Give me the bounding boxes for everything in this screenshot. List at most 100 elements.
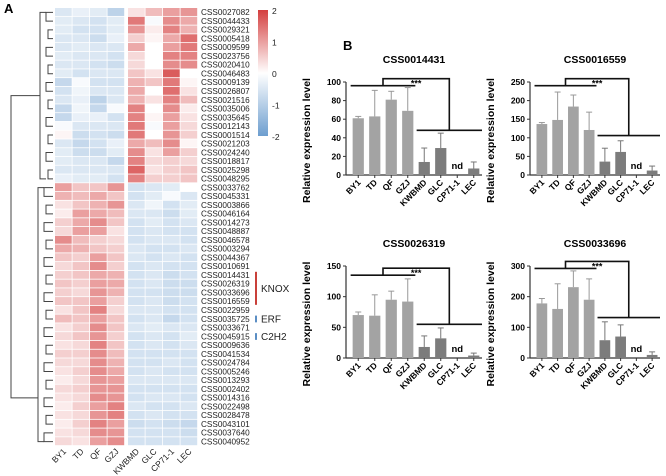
row-label: CSS0044367 <box>201 253 250 262</box>
heatmap-cell <box>55 393 72 402</box>
heatmap-cell <box>128 165 145 174</box>
heatmap-cell <box>107 367 125 376</box>
heatmap-cell <box>145 437 163 446</box>
row-label: CSS0014431 <box>201 271 250 280</box>
heatmap-cell <box>90 279 107 288</box>
heatmap-cell <box>128 340 145 349</box>
dendrogram-branch <box>47 99 53 110</box>
heatmap-cell <box>128 262 145 270</box>
heatmap-cell <box>90 244 107 253</box>
row-label: CSS0028478 <box>201 411 250 420</box>
heatmap-cell <box>90 174 107 183</box>
heatmap-cell <box>145 104 163 113</box>
heatmap-cell <box>163 384 180 393</box>
x-tick-label: BY1 <box>528 177 547 196</box>
not-detected-label: nd <box>631 161 643 172</box>
bar <box>583 299 595 358</box>
heatmap-cell <box>163 86 180 95</box>
heatmap-cell <box>72 121 90 130</box>
heatmap-cell <box>72 148 90 157</box>
heatmap-cell <box>128 51 145 60</box>
heatmap-cell <box>163 200 180 209</box>
heatmap-cell <box>163 34 180 43</box>
bar <box>646 354 658 358</box>
heatmap-cell <box>90 235 107 244</box>
heatmap-cell <box>145 25 163 34</box>
row-label: CSS0005418 <box>201 34 250 43</box>
heatmap-cell <box>163 209 180 218</box>
heatmap-cell <box>90 358 107 367</box>
heatmap-cell <box>180 25 198 34</box>
bar <box>615 151 626 175</box>
dendrogram-branch <box>43 397 53 408</box>
heatmap-cell <box>107 121 125 130</box>
heatmap-cell <box>163 191 180 200</box>
heatmap-cell <box>145 349 163 358</box>
heatmap-cell <box>128 375 145 384</box>
x-tick-label: BY1 <box>344 360 363 379</box>
bar <box>552 308 563 358</box>
heatmap-cell <box>145 227 163 235</box>
row-label: CSS0014273 <box>201 218 250 227</box>
heatmap-cell <box>90 209 107 218</box>
heatmap-cell <box>55 86 72 95</box>
heatmap-cell <box>128 393 145 402</box>
heatmap-cell <box>72 253 90 262</box>
heatmap-cell <box>180 148 198 157</box>
heatmap-cell <box>107 51 125 60</box>
heatmap-cell <box>90 104 107 113</box>
dendrogram-branch <box>39 11 46 180</box>
heatmap-cell <box>163 235 180 244</box>
y-tick-label: 0 <box>520 353 525 363</box>
heatmap-cell <box>145 200 163 209</box>
heatmap-cell <box>128 314 145 323</box>
heatmap-cell <box>90 270 107 279</box>
heatmap-cell <box>55 437 72 446</box>
y-tick-label: 20 <box>332 151 342 161</box>
heatmap-cell <box>90 419 107 428</box>
heatmap-cell <box>163 43 180 51</box>
heatmap-cell <box>72 367 90 376</box>
heatmap-cell <box>145 410 163 419</box>
heatmap-cell <box>72 358 90 367</box>
y-tick-label: 200 <box>511 292 525 302</box>
row-label: CSS0037640 <box>201 429 250 438</box>
bar <box>352 315 364 358</box>
heatmap-cell <box>180 95 198 104</box>
heatmap-cell <box>163 156 180 165</box>
heatmap-cell <box>180 279 198 288</box>
heatmap-cell <box>180 227 198 235</box>
heatmap-cell <box>55 314 72 323</box>
heatmap-cell <box>90 148 107 157</box>
dendrogram-branch <box>43 292 53 302</box>
heatmap-cell <box>107 113 125 122</box>
heatmap-cell <box>145 60 163 69</box>
heatmap-cell <box>107 305 125 314</box>
heatmap-cell <box>55 262 72 270</box>
heatmap-cell <box>72 305 90 314</box>
heatmap-cell <box>128 130 145 139</box>
dendrogram-branch <box>45 379 53 390</box>
heatmap-cell <box>163 253 180 262</box>
heatmap-cell <box>180 262 198 270</box>
heatmap-cell <box>163 410 180 419</box>
heatmap-cell <box>163 51 180 60</box>
heatmap-cell <box>145 16 163 25</box>
heatmap-cell <box>163 183 180 192</box>
heatmap-cell <box>90 297 107 306</box>
heatmap-cell <box>180 253 198 262</box>
row-label: CSS0033696 <box>201 288 250 297</box>
bar <box>536 124 548 175</box>
heatmap-cell <box>180 165 198 174</box>
significance-label: *** <box>411 268 422 278</box>
row-label: CSS0035006 <box>201 105 250 114</box>
row-label: CSS0022498 <box>201 402 250 411</box>
row-label: CSS0041534 <box>201 350 250 359</box>
dendrogram-branch <box>45 274 53 285</box>
heatmap-cell <box>55 60 72 69</box>
heatmap-cell <box>72 419 90 428</box>
heatmap-cell <box>55 305 72 314</box>
heatmap-cell <box>72 113 90 122</box>
heatmap-cell <box>145 340 163 349</box>
heatmap-cell <box>107 437 125 446</box>
